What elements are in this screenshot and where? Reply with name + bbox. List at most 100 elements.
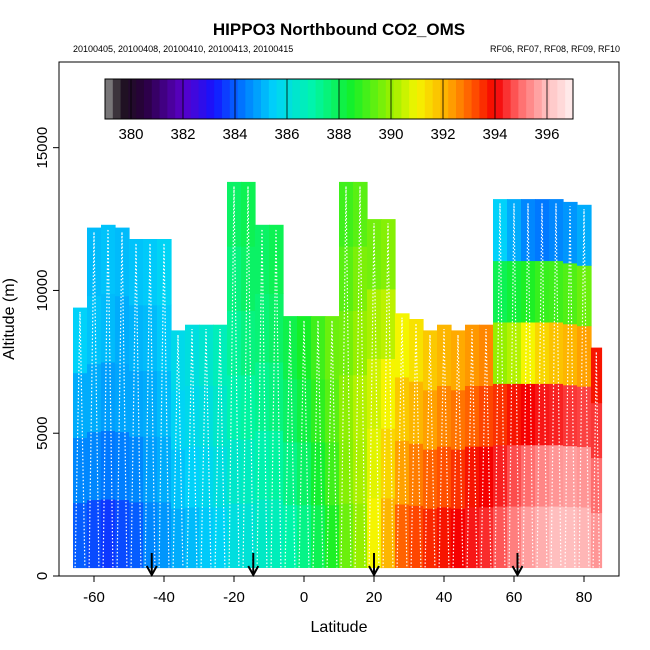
colorbar-segment bbox=[261, 79, 270, 119]
heatmap-cell bbox=[311, 504, 326, 568]
heatmap-cell bbox=[563, 323, 578, 386]
heatmap-cell bbox=[171, 389, 186, 450]
heatmap-cell bbox=[311, 441, 326, 506]
heatmap-cell bbox=[577, 204, 592, 266]
x-tick-label: 40 bbox=[436, 589, 453, 606]
colorbar-segment bbox=[518, 79, 527, 119]
heatmap-cell bbox=[381, 497, 396, 569]
heatmap-cell bbox=[353, 374, 368, 440]
heatmap-cell bbox=[577, 386, 592, 448]
heatmap-cell bbox=[171, 330, 186, 391]
colorbar-segment bbox=[432, 79, 441, 119]
colorbar-segment bbox=[300, 79, 309, 119]
heatmap-cell bbox=[129, 304, 144, 371]
y-tick-label: 15000 bbox=[34, 127, 51, 169]
chart-subtitle-dates: 20100405, 20100408, 20100410, 20100413, … bbox=[73, 44, 293, 54]
heatmap-cell bbox=[283, 441, 298, 506]
colorbar-segment bbox=[167, 79, 176, 119]
heatmap-cell bbox=[535, 444, 550, 507]
flight-profile bbox=[424, 334, 436, 568]
heatmap-cell bbox=[395, 376, 410, 441]
flight-profile bbox=[536, 203, 548, 568]
colorbar-segment bbox=[440, 79, 449, 119]
heatmap-cell bbox=[577, 325, 592, 387]
flight-profile bbox=[242, 186, 254, 568]
heatmap-cell bbox=[213, 385, 228, 447]
heatmap-cell bbox=[157, 370, 172, 437]
heatmap-cell bbox=[409, 505, 424, 568]
heatmap-cell bbox=[409, 381, 424, 444]
colorbar-tick-label: 386 bbox=[274, 126, 299, 143]
colorbar-segment bbox=[229, 79, 239, 119]
heatmap-cell bbox=[129, 239, 144, 306]
heatmap-cell bbox=[101, 293, 116, 363]
heatmap-cell bbox=[367, 288, 382, 359]
heatmap-cell bbox=[353, 181, 368, 247]
colorbar-segment bbox=[222, 79, 231, 119]
colorbar-segment bbox=[557, 79, 566, 119]
heatmap-cell bbox=[101, 361, 116, 431]
flight-profile bbox=[354, 186, 366, 568]
heatmap-cell bbox=[563, 506, 578, 568]
heatmap-cell bbox=[591, 512, 603, 569]
colorbar-segment bbox=[487, 79, 496, 119]
x-tick-label: -20 bbox=[223, 589, 245, 606]
flight-profile bbox=[158, 243, 170, 568]
heatmap-cell bbox=[115, 499, 130, 569]
colorbar-segment bbox=[479, 79, 488, 119]
latitude-arrow-head bbox=[511, 565, 524, 578]
colorbar bbox=[104, 78, 574, 120]
heatmap-cell bbox=[115, 227, 130, 297]
flight-tracks bbox=[74, 186, 600, 568]
colorbar-segment bbox=[190, 79, 200, 119]
heatmap-cell bbox=[535, 199, 550, 262]
heatmap-cell bbox=[269, 361, 284, 431]
heatmap-cell bbox=[479, 385, 494, 447]
colorbar-segment bbox=[105, 79, 114, 119]
heatmap-cell bbox=[521, 199, 536, 262]
y-tick-label: 5000 bbox=[34, 417, 51, 450]
colorbar-segment bbox=[120, 79, 129, 119]
colorbar-tick-label: 392 bbox=[430, 126, 455, 143]
flight-profile bbox=[340, 186, 352, 568]
heatmap-cell bbox=[269, 498, 284, 568]
heatmap-cell bbox=[157, 304, 172, 371]
heatmap-cell bbox=[507, 260, 522, 323]
heatmap-cell bbox=[549, 506, 564, 568]
heatmap-cell bbox=[535, 260, 550, 323]
heatmap-cell bbox=[591, 457, 603, 514]
heatmap-cell bbox=[297, 504, 312, 568]
heatmap-cell bbox=[283, 504, 298, 568]
colorbar-tick-label: 390 bbox=[378, 126, 403, 143]
colorbar-segment bbox=[245, 79, 254, 119]
heatmap-cell bbox=[591, 402, 603, 459]
heatmap-cell bbox=[479, 324, 494, 386]
heatmap-cell bbox=[381, 288, 396, 359]
heatmap-cell bbox=[423, 330, 438, 391]
flight-profile bbox=[74, 311, 86, 568]
heatmap-cell bbox=[507, 444, 522, 507]
heatmap-cell bbox=[465, 446, 480, 508]
heatmap-cell bbox=[339, 246, 354, 311]
flight-profile bbox=[396, 317, 408, 568]
colorbar-segment bbox=[424, 79, 434, 119]
flight-profile bbox=[130, 243, 142, 568]
y-tick-label: 0 bbox=[34, 572, 51, 580]
colorbar-segment bbox=[495, 79, 504, 119]
colorbar-segment bbox=[541, 79, 551, 119]
flight-profile bbox=[522, 203, 534, 568]
heatmap-cell bbox=[87, 499, 102, 569]
colorbar-segment bbox=[385, 79, 395, 119]
heatmap-cell bbox=[563, 445, 578, 508]
heatmap-cell bbox=[339, 181, 354, 247]
heatmap-cell bbox=[269, 430, 284, 500]
flight-profile bbox=[382, 223, 394, 568]
heatmap-cell bbox=[171, 448, 186, 509]
heatmap-cell bbox=[521, 260, 536, 323]
heatmap-cell bbox=[185, 324, 200, 386]
flight-profile bbox=[368, 223, 380, 568]
heatmap-cell bbox=[339, 374, 354, 440]
heatmap-cell bbox=[549, 199, 564, 262]
x-tick-label: 80 bbox=[576, 589, 593, 606]
